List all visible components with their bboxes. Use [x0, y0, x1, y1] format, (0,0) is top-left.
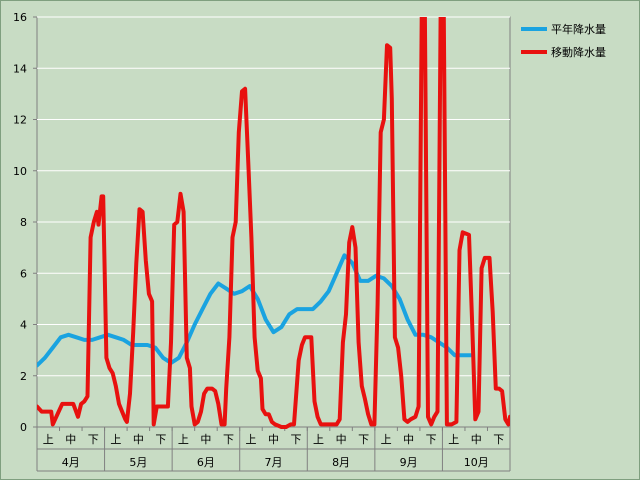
dekad-label: 中: [65, 433, 76, 446]
dekad-label: 上: [110, 433, 121, 446]
dekad-label: 上: [313, 433, 324, 446]
series-layer: [37, 17, 510, 429]
legend-label: 平年降水量: [551, 22, 606, 36]
y-tick-label: 14: [13, 62, 27, 75]
dekad-label: 中: [200, 433, 211, 446]
y-tick-label: 8: [20, 216, 27, 229]
y-axis-ticks: 0 2 4 6 8 10 12 14 16: [13, 11, 37, 434]
dekad-label: 中: [133, 433, 144, 446]
month-label: 5月: [129, 456, 147, 469]
dekad-label: 上: [448, 433, 459, 446]
series-moving-precipitation: [37, 17, 510, 429]
dekad-label: 下: [358, 433, 369, 446]
y-tick-label: 0: [20, 421, 27, 434]
month-label: 9月: [400, 456, 418, 469]
dekad-label: 上: [381, 433, 392, 446]
y-tick-label: 10: [13, 165, 27, 178]
dekad-label: 下: [88, 433, 99, 446]
y-tick-label: 4: [20, 319, 27, 332]
dekad-label: 下: [291, 433, 302, 446]
y-tick-label: 16: [13, 11, 27, 24]
gridlines: [37, 16, 510, 377]
dekad-label: 中: [471, 433, 482, 446]
x-axis: 上中下4月上中下5月上中下6月上中下7月上中下8月上中下9月上中下10月: [36, 427, 511, 472]
month-label: 8月: [332, 456, 350, 469]
dekad-label: 中: [403, 433, 414, 446]
dekad-label: 下: [155, 433, 166, 446]
month-label: 4月: [62, 456, 80, 469]
legend-label: 移動降水量: [551, 45, 606, 59]
y-tick-label: 2: [20, 370, 27, 383]
y-tick-label: 6: [20, 267, 27, 280]
dekad-label: 下: [426, 433, 437, 446]
dekad-label: 上: [178, 433, 189, 446]
month-label: 10月: [464, 456, 489, 469]
y-tick-label: 12: [13, 114, 27, 127]
dekad-label: 上: [245, 433, 256, 446]
month-label: 7月: [265, 456, 283, 469]
dekad-label: 中: [336, 433, 347, 446]
month-label: 6月: [197, 456, 215, 469]
dekad-label: 下: [223, 433, 234, 446]
dekad-label: 中: [268, 433, 279, 446]
dekad-label: 下: [493, 433, 504, 446]
dekad-label: 上: [43, 433, 54, 446]
